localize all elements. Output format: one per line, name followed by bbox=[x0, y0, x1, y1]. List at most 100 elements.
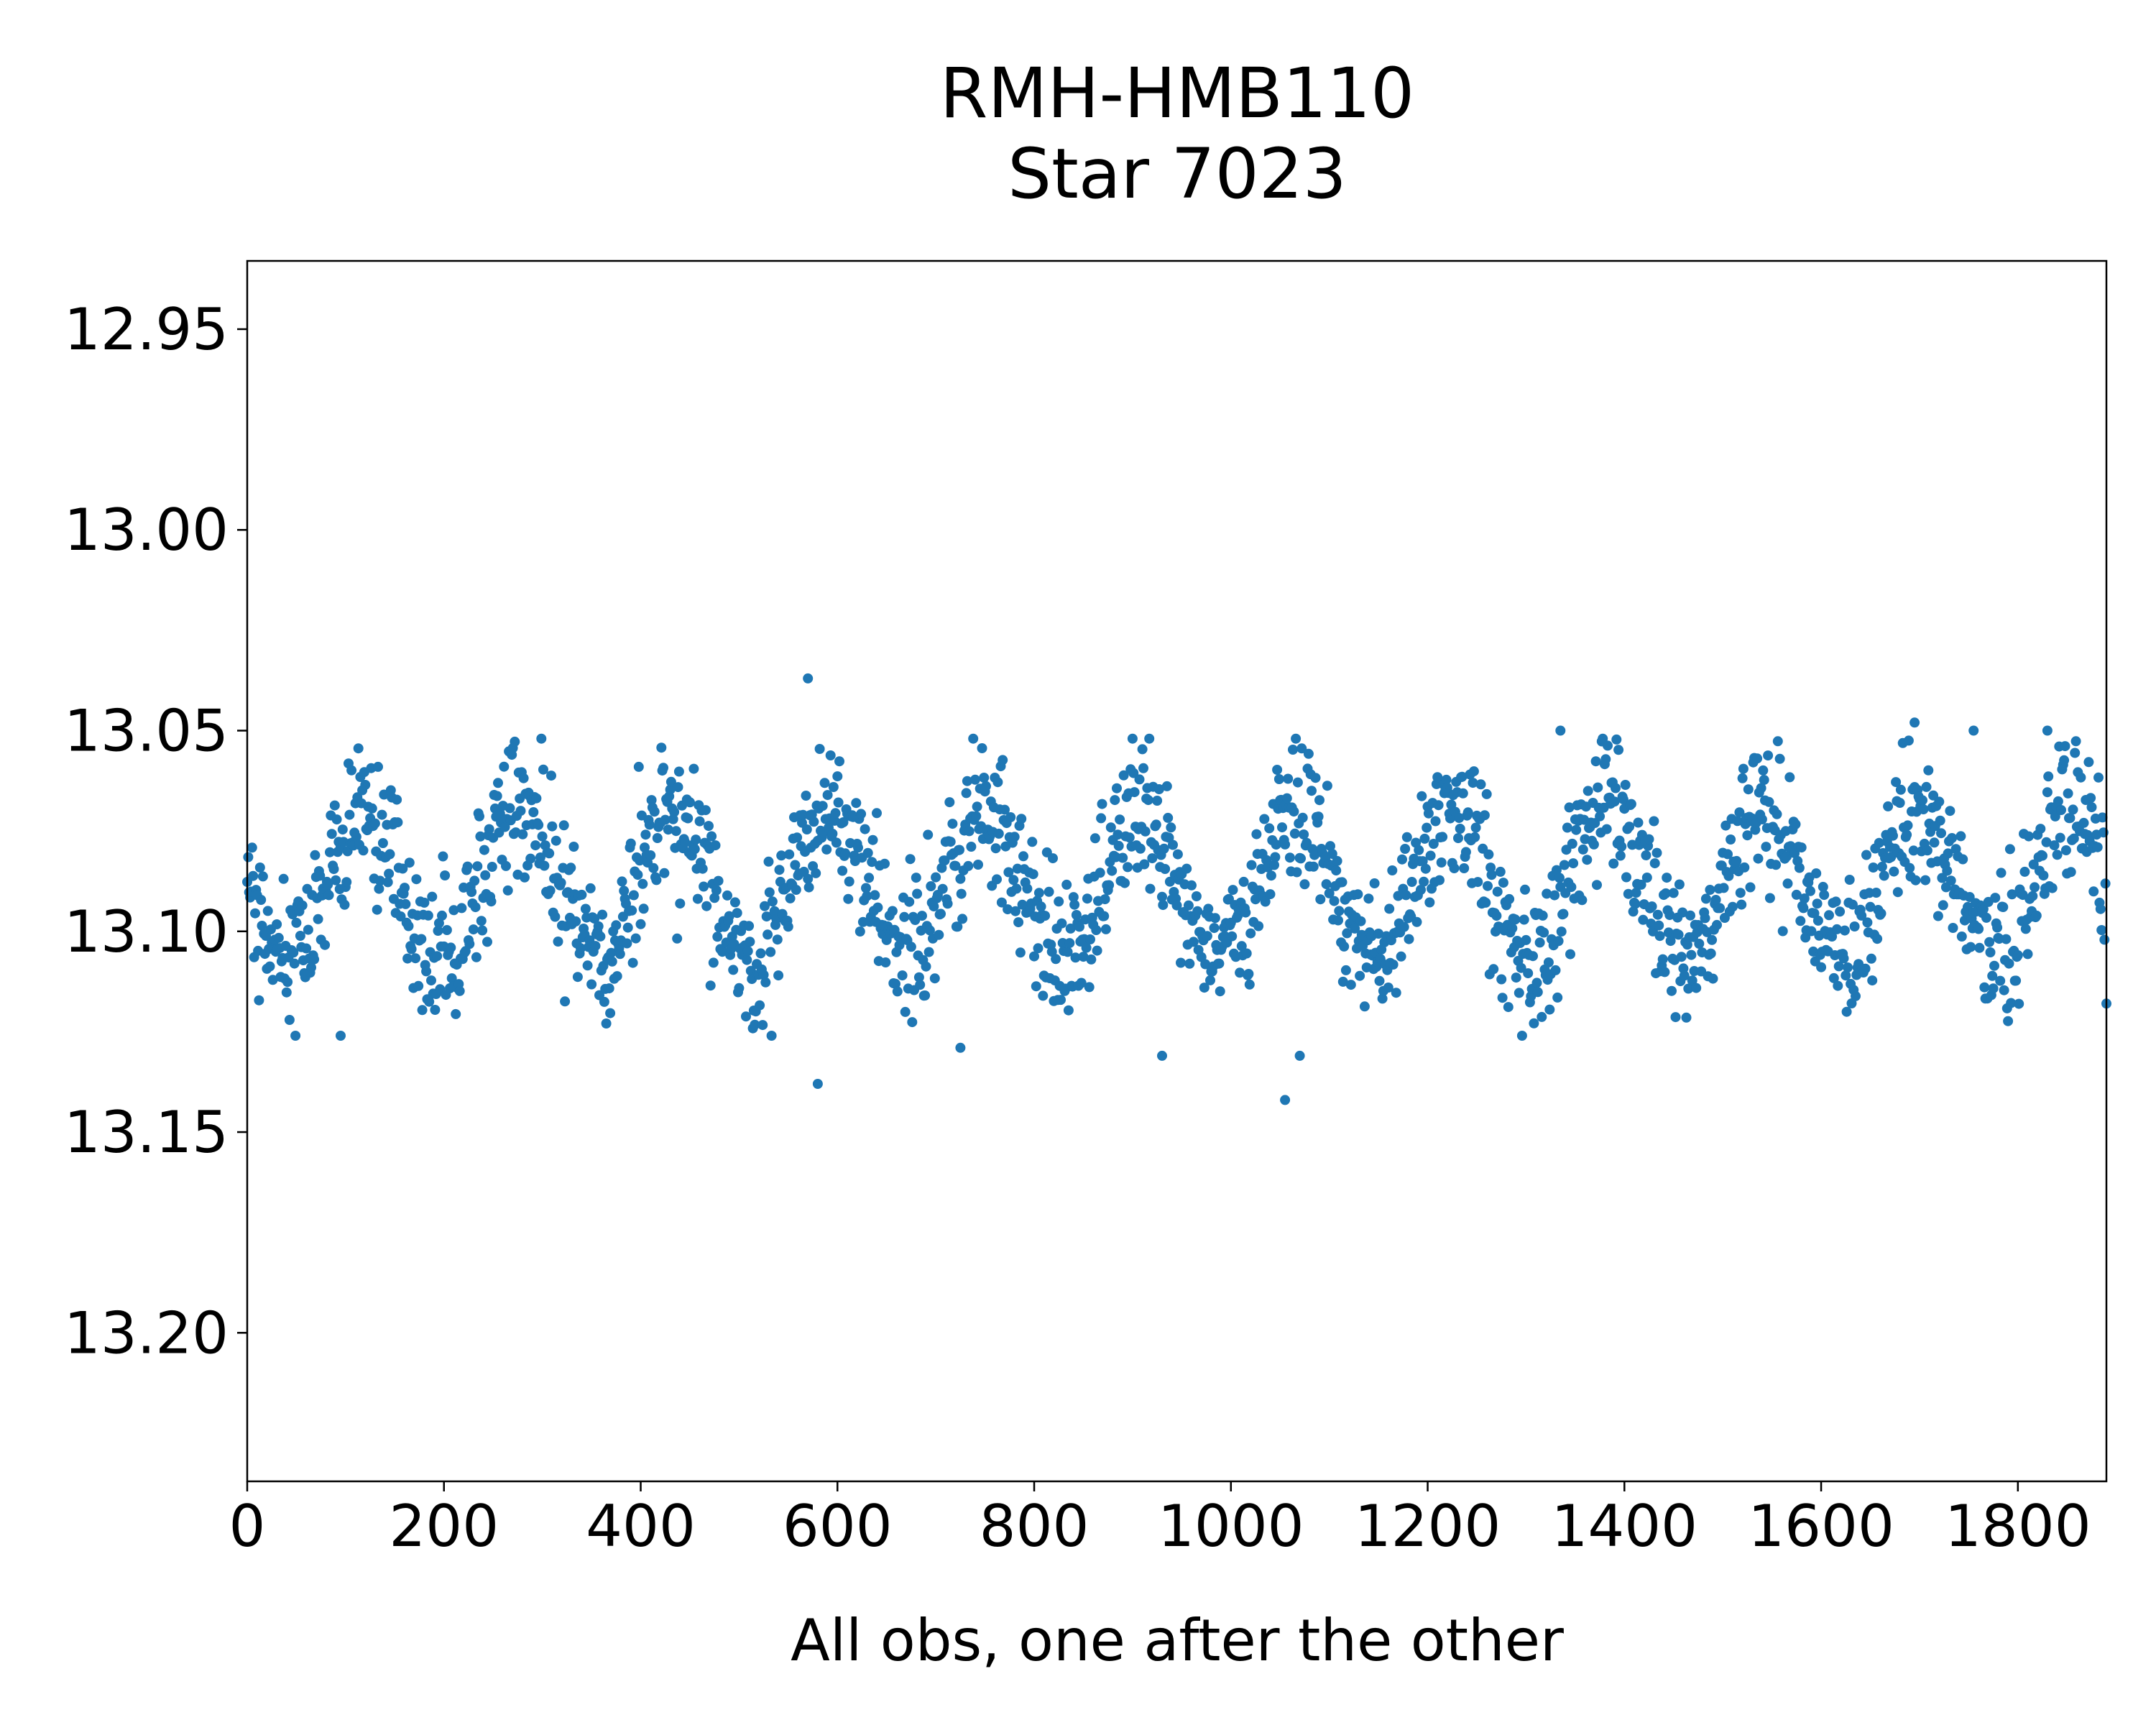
data-point bbox=[323, 890, 334, 901]
data-point bbox=[288, 947, 299, 958]
data-point bbox=[936, 908, 946, 919]
data-point bbox=[337, 824, 348, 835]
data-point bbox=[284, 1015, 295, 1025]
data-point bbox=[476, 916, 487, 926]
data-point bbox=[1839, 925, 1850, 936]
data-point bbox=[992, 874, 1002, 885]
data-point bbox=[1374, 975, 1385, 986]
data-point bbox=[1314, 795, 1325, 806]
data-point bbox=[1069, 899, 1080, 910]
data-point bbox=[699, 881, 709, 892]
data-point bbox=[864, 873, 875, 883]
data-point bbox=[2001, 934, 2012, 944]
data-point bbox=[1140, 826, 1151, 837]
data-point bbox=[892, 986, 903, 997]
data-point bbox=[950, 860, 961, 871]
data-point bbox=[1554, 873, 1565, 883]
data-point bbox=[1542, 888, 1552, 899]
data-point bbox=[990, 843, 1001, 854]
data-point bbox=[890, 978, 900, 989]
data-point bbox=[2052, 850, 2063, 860]
data-point bbox=[499, 822, 510, 832]
data-point bbox=[1176, 957, 1186, 968]
data-point bbox=[1163, 812, 1174, 823]
data-point bbox=[1138, 763, 1148, 773]
data-point bbox=[1673, 929, 1684, 940]
data-point bbox=[649, 806, 660, 817]
data-point bbox=[501, 860, 511, 871]
data-point bbox=[1244, 979, 1255, 990]
data-point bbox=[1081, 942, 1092, 953]
data-point bbox=[825, 750, 836, 760]
data-point bbox=[692, 893, 703, 904]
data-point bbox=[979, 773, 990, 783]
data-point bbox=[658, 763, 668, 773]
data-point bbox=[1564, 802, 1575, 813]
data-point bbox=[1871, 888, 1881, 898]
data-point bbox=[1272, 765, 1283, 775]
data-point bbox=[969, 774, 980, 785]
data-point bbox=[1641, 850, 1651, 860]
data-point bbox=[1241, 948, 1252, 959]
data-point bbox=[1892, 887, 1903, 898]
data-point bbox=[607, 956, 617, 967]
data-point bbox=[377, 838, 388, 848]
data-point bbox=[1082, 893, 1092, 904]
data-point bbox=[502, 885, 513, 896]
data-point bbox=[2050, 811, 2060, 822]
data-point bbox=[1904, 862, 1915, 873]
data-point bbox=[2053, 796, 2063, 806]
data-point bbox=[1686, 949, 1697, 960]
data-point bbox=[1209, 923, 1220, 934]
data-point bbox=[1981, 912, 1991, 923]
data-point bbox=[2065, 813, 2076, 824]
y-tick-label: 13.00 bbox=[64, 497, 229, 564]
data-point bbox=[711, 885, 722, 896]
data-point bbox=[1844, 875, 1855, 885]
data-point bbox=[905, 854, 916, 865]
data-point bbox=[1071, 910, 1082, 920]
data-point bbox=[1668, 888, 1679, 898]
data-point bbox=[1063, 1005, 1074, 1016]
data-point bbox=[2063, 788, 2073, 799]
data-point bbox=[1457, 788, 1468, 799]
data-point bbox=[329, 800, 340, 811]
data-point bbox=[1479, 810, 1490, 821]
data-point bbox=[424, 996, 435, 1007]
data-point bbox=[1537, 1011, 1547, 1022]
data-point bbox=[1227, 885, 1238, 896]
data-point bbox=[1920, 875, 1931, 886]
data-point bbox=[838, 817, 849, 827]
data-point bbox=[1529, 1018, 1539, 1029]
data-point bbox=[1593, 782, 1603, 793]
data-point bbox=[1583, 786, 1593, 796]
data-point bbox=[1115, 814, 1125, 825]
data-point bbox=[586, 979, 597, 990]
data-point bbox=[912, 888, 923, 899]
data-point bbox=[471, 952, 482, 962]
data-point bbox=[1449, 863, 1460, 873]
data-point bbox=[1832, 924, 1842, 934]
data-point bbox=[745, 937, 755, 947]
data-point bbox=[1543, 957, 1554, 967]
data-point bbox=[769, 906, 780, 916]
data-point bbox=[669, 806, 680, 817]
data-point bbox=[671, 826, 681, 837]
data-point bbox=[1879, 870, 1889, 881]
data-point bbox=[862, 891, 872, 901]
data-point bbox=[1812, 915, 1823, 926]
data-point bbox=[572, 972, 583, 983]
data-point bbox=[619, 886, 630, 896]
data-point bbox=[1523, 968, 1534, 979]
data-point bbox=[1078, 952, 1089, 962]
y-tick-label: 13.05 bbox=[64, 698, 229, 765]
data-point bbox=[1143, 795, 1153, 806]
data-point bbox=[281, 987, 292, 998]
data-point bbox=[2047, 883, 2058, 893]
data-point bbox=[973, 860, 983, 870]
data-point bbox=[243, 852, 254, 862]
data-point bbox=[1453, 833, 1463, 844]
data-point bbox=[728, 965, 739, 975]
data-point bbox=[1269, 860, 1279, 870]
data-point bbox=[1623, 888, 1634, 899]
